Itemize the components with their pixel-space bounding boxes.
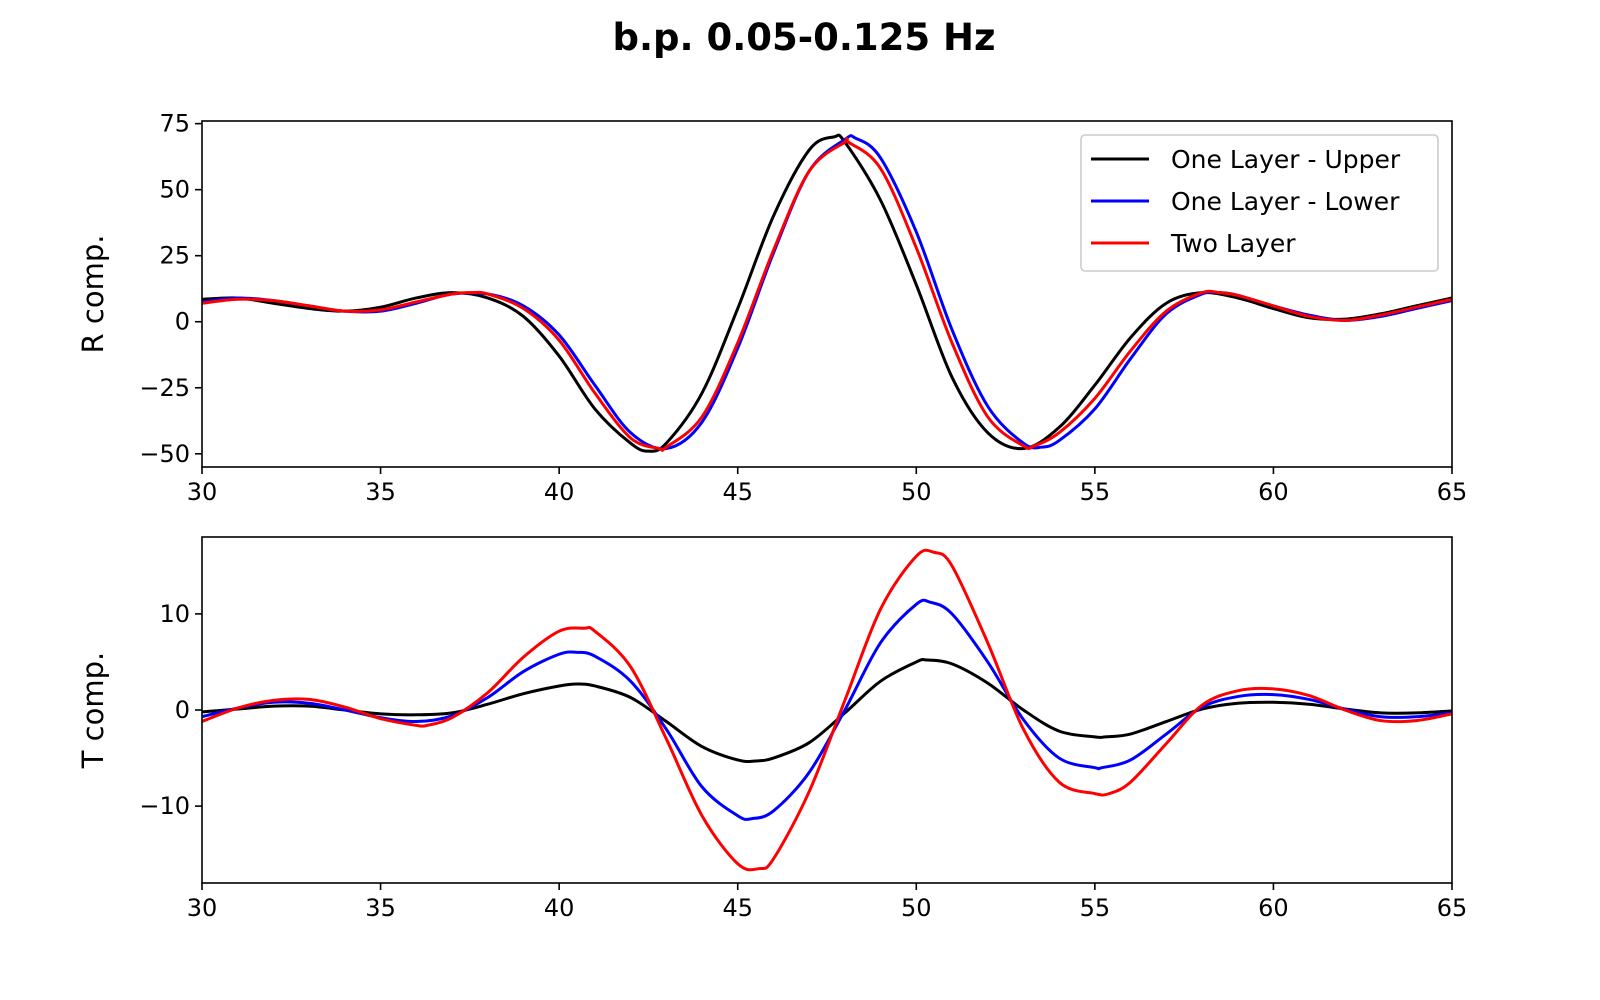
x-tick-label: 35 <box>365 478 396 506</box>
series-group <box>202 133 1452 453</box>
panel-t-comp: 30 35 40 45 50 55 60 65 −10 0 10 T comp. <box>76 536 1468 922</box>
y-tick-label: −25 <box>139 374 190 402</box>
axes-frame <box>201 120 1453 468</box>
x-tick-label: 40 <box>544 478 575 506</box>
x-tick-label: 45 <box>722 478 753 506</box>
legend-box <box>1080 134 1439 272</box>
x-tick-label: 65 <box>1437 478 1468 506</box>
x-tick-label: 30 <box>187 478 218 506</box>
x-tick-label: 55 <box>1080 478 1111 506</box>
x-tick-label: 60 <box>1258 478 1289 506</box>
x-tick-label: 50 <box>901 478 932 506</box>
y-axis-label: R comp. <box>76 235 110 354</box>
series-line-one-layer-upper <box>202 658 1452 763</box>
x-tick-label: 45 <box>722 894 753 922</box>
x-tick-label: 60 <box>1258 894 1289 922</box>
y-axis-label: T comp. <box>76 652 110 770</box>
legend-entry: One Layer - Lower <box>1171 187 1400 216</box>
x-tick-label: 30 <box>187 894 218 922</box>
series-group <box>202 548 1452 872</box>
y-tick-label: 0 <box>175 696 190 724</box>
panel-r-comp: 30 35 40 45 50 55 60 65 −50 −25 0 25 50 75 R comp. One … <box>76 110 1467 506</box>
y-tick-label: 0 <box>175 308 190 336</box>
x-tick-label: 35 <box>365 894 396 922</box>
x-tick-label: 65 <box>1437 894 1468 922</box>
legend: One Layer - Upper One Layer - Lower Two La… <box>1080 134 1439 272</box>
legend-entry: One Layer - Upper <box>1171 145 1401 174</box>
series-line-two-layer <box>202 548 1452 872</box>
legend-entry: Two Layer <box>1170 229 1296 258</box>
y-tick-label: 10 <box>159 600 190 628</box>
y-tick-label: −50 <box>139 440 190 468</box>
x-tick-label: 50 <box>901 894 932 922</box>
series-line-two-layer <box>202 137 1452 452</box>
series-line-one-layer-upper <box>202 133 1452 453</box>
x-tick-label: 55 <box>1080 894 1111 922</box>
x-tick-label: 40 <box>544 894 575 922</box>
y-tick-label: 50 <box>159 176 190 204</box>
y-tick-label: 75 <box>159 110 190 138</box>
figure-title: b.p. 0.05-0.125 Hz <box>612 16 995 59</box>
y-tick-label: 25 <box>159 242 190 270</box>
y-tick-label: −10 <box>139 792 190 820</box>
